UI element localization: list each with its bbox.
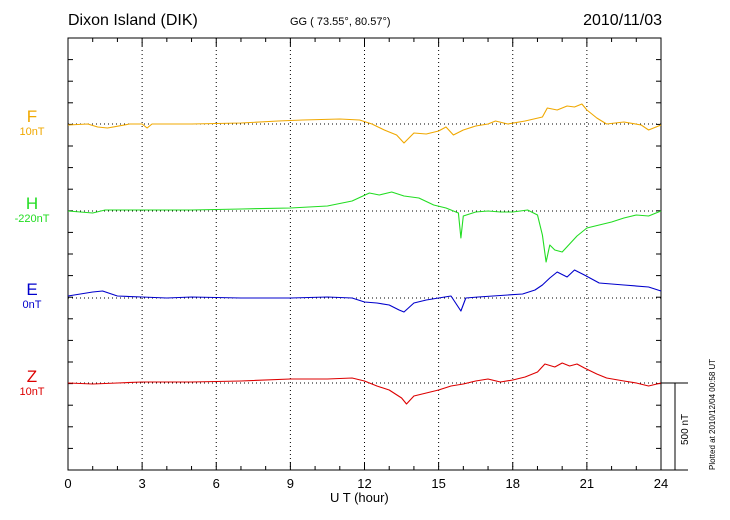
- component-label-f: F 10nT: [0, 108, 64, 139]
- series-line-f: [67, 103, 662, 144]
- component-name-z: Z: [26, 367, 38, 386]
- component-name-e: E: [26, 280, 38, 299]
- x-tick-label-21: 21: [580, 476, 594, 491]
- plotted-timestamp: Plotted at 2010/12/04 00:58 UT: [708, 358, 717, 470]
- series-line-h: [67, 191, 662, 263]
- component-baseline-e: 0nT: [22, 299, 42, 311]
- x-tick-label-15: 15: [431, 476, 445, 491]
- series-line-e: [67, 269, 662, 313]
- component-name-h: H: [25, 194, 39, 213]
- x-axis-label: U T (hour): [330, 490, 389, 505]
- component-name-f: F: [26, 107, 38, 126]
- chart-date: 2010/11/03: [583, 12, 662, 29]
- grid: [68, 38, 661, 470]
- station-title: Dixon Island (DIK): [68, 12, 198, 29]
- geographic-coords: GG ( 73.55°, 80.57°): [290, 16, 391, 28]
- x-tick-labels: 0 3 6 9 12 15 18 21 24: [64, 476, 668, 491]
- series-lines: [67, 103, 662, 405]
- x-tick-label-6: 6: [213, 476, 220, 491]
- component-baseline-h: -220nT: [14, 213, 50, 225]
- component-label-z: Z 10nT: [0, 368, 64, 399]
- component-label-h: H -220nT: [0, 195, 64, 226]
- scale-bar-label: 500 nT: [680, 413, 691, 445]
- axes: [67, 37, 662, 471]
- component-baseline-f: 10nT: [19, 126, 45, 138]
- x-tick-label-24: 24: [654, 476, 668, 491]
- x-tick-label-18: 18: [506, 476, 520, 491]
- scale-bar: [661, 382, 688, 471]
- component-label-e: E 0nT: [0, 281, 64, 312]
- x-tick-label-3: 3: [139, 476, 146, 491]
- x-tick-label-12: 12: [357, 476, 371, 491]
- x-tick-label-9: 9: [287, 476, 294, 491]
- x-tick-label-0: 0: [64, 476, 71, 491]
- component-baseline-z: 10nT: [19, 386, 45, 398]
- series-line-z: [67, 362, 662, 405]
